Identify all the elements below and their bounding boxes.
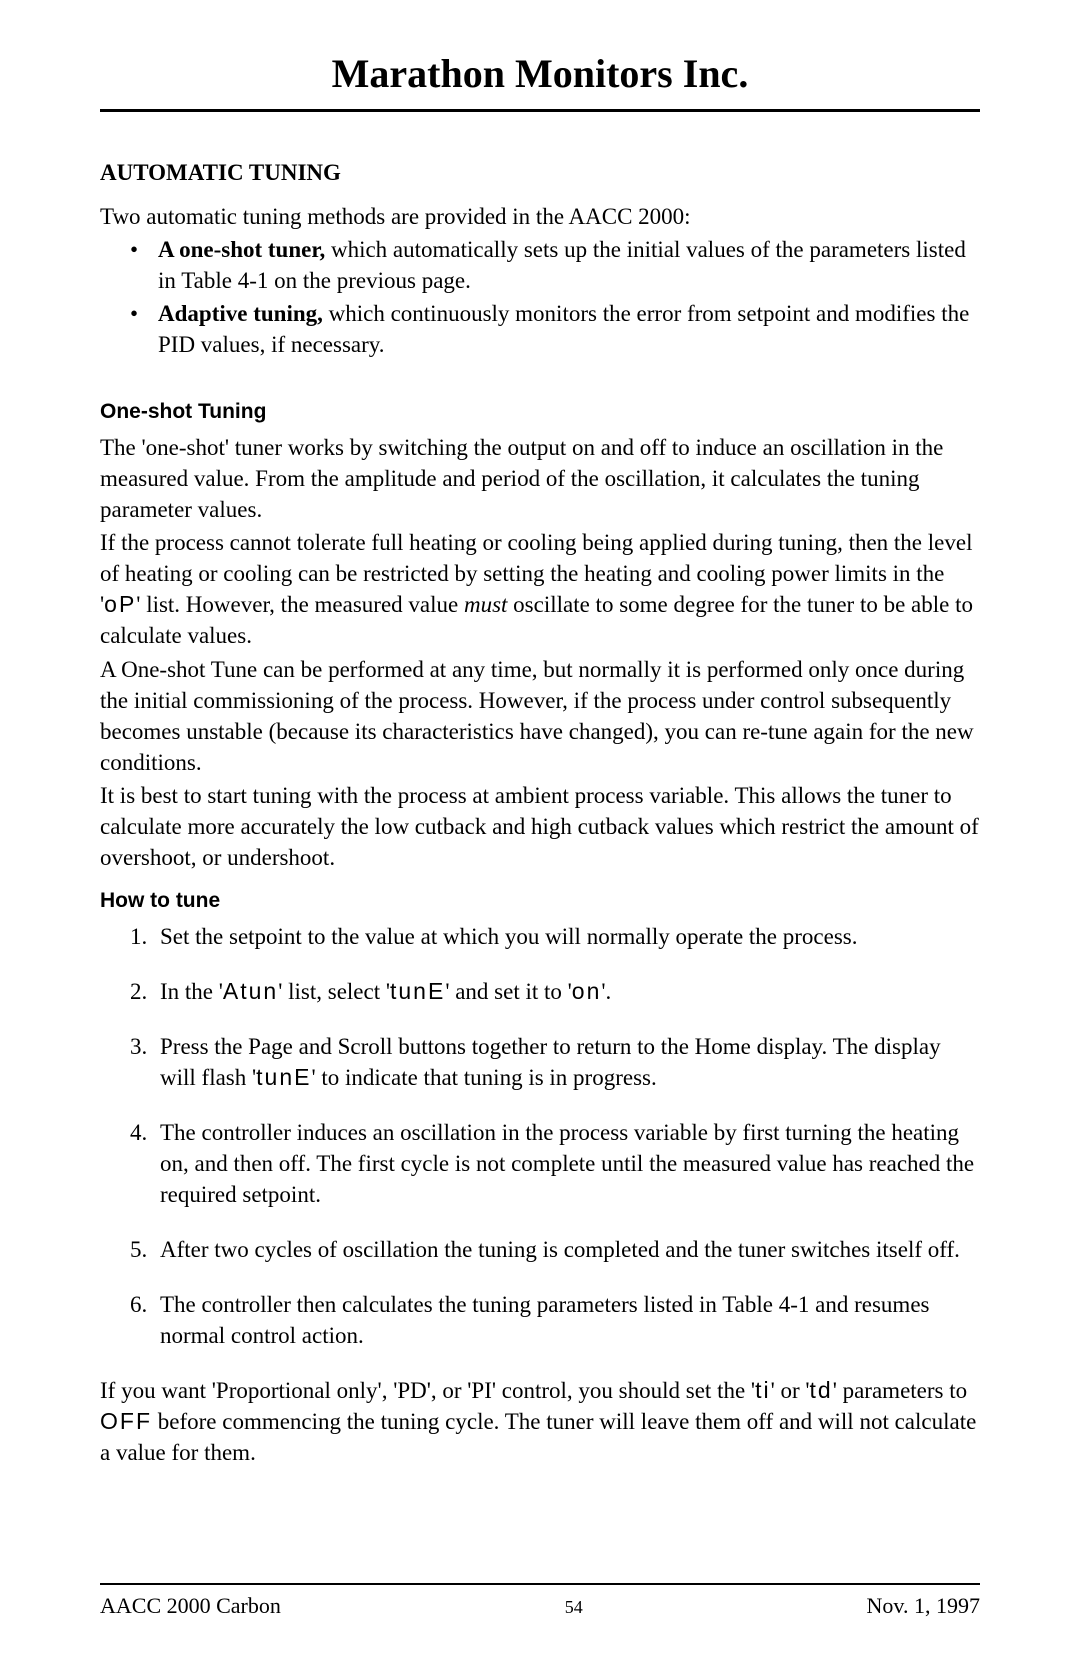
code-text: ti xyxy=(755,1377,771,1403)
subsection-title-oneshot: One-shot Tuning xyxy=(100,400,980,424)
section-title: AUTOMATIC TUNING xyxy=(100,160,980,186)
step-item: After two cycles of oscillation the tuni… xyxy=(130,1234,980,1265)
bullet-item: Adaptive tuning, which continuously moni… xyxy=(130,298,980,360)
emphasis: must xyxy=(464,592,507,617)
section-intro: Two automatic tuning methods are provide… xyxy=(100,204,980,230)
text: ' and set it to ' xyxy=(445,979,571,1004)
text: '. xyxy=(601,979,611,1004)
bullet-bold: A one-shot tuner, xyxy=(158,237,325,262)
paragraph: If the process cannot tolerate full heat… xyxy=(100,527,980,651)
bullet-list: A one-shot tuner, which automatically se… xyxy=(130,234,980,360)
step-item: In the 'Atun' list, select 'tunE' and se… xyxy=(130,976,980,1007)
page-footer: AACC 2000 Carbon 54 Nov. 1, 1997 xyxy=(100,1583,980,1619)
step-item: The controller then calculates the tunin… xyxy=(130,1289,980,1351)
subsection-title-howto: How to tune xyxy=(100,889,980,913)
paragraph: A One-shot Tune can be performed at any … xyxy=(100,654,980,778)
text: ' list, select ' xyxy=(278,979,390,1004)
text: ' parameters to xyxy=(833,1378,967,1403)
step-item: The controller induces an oscillation in… xyxy=(130,1117,980,1210)
step-item: Press the Page and Scroll buttons togeth… xyxy=(130,1031,980,1093)
code-text: Atun xyxy=(223,978,278,1004)
code-text: td xyxy=(810,1377,833,1403)
text: ' to indicate that tuning is in progress… xyxy=(311,1065,656,1090)
oneshot-body: The 'one-shot' tuner works by switching … xyxy=(100,432,980,873)
text: ' list. However, the measured value xyxy=(136,592,464,617)
footer-page-number: 54 xyxy=(565,1597,583,1618)
code-text: OFF xyxy=(100,1408,152,1434)
text: ' or ' xyxy=(771,1378,810,1403)
footer-rule xyxy=(100,1583,980,1585)
code-text: on xyxy=(572,978,602,1004)
footer-left: AACC 2000 Carbon xyxy=(100,1593,281,1619)
bullet-bold: Adaptive tuning, xyxy=(158,301,323,326)
text: In the ' xyxy=(160,979,223,1004)
paragraph: The 'one-shot' tuner works by switching … xyxy=(100,432,980,525)
closing-paragraph: If you want 'Proportional only', 'PD', o… xyxy=(100,1375,980,1468)
footer-right: Nov. 1, 1997 xyxy=(867,1593,980,1619)
text: before commencing the tuning cycle. The … xyxy=(100,1409,976,1465)
code-text: tunE xyxy=(390,978,445,1004)
company-header: Marathon Monitors Inc. xyxy=(100,50,980,112)
text: If you want 'Proportional only', 'PD', o… xyxy=(100,1378,755,1403)
code-text: tunE xyxy=(256,1064,311,1090)
bullet-item: A one-shot tuner, which automatically se… xyxy=(130,234,980,296)
step-item: Set the setpoint to the value at which y… xyxy=(130,921,980,952)
code-text: oP xyxy=(104,591,136,617)
paragraph: It is best to start tuning with the proc… xyxy=(100,780,980,873)
steps-list: Set the setpoint to the value at which y… xyxy=(130,921,980,1351)
